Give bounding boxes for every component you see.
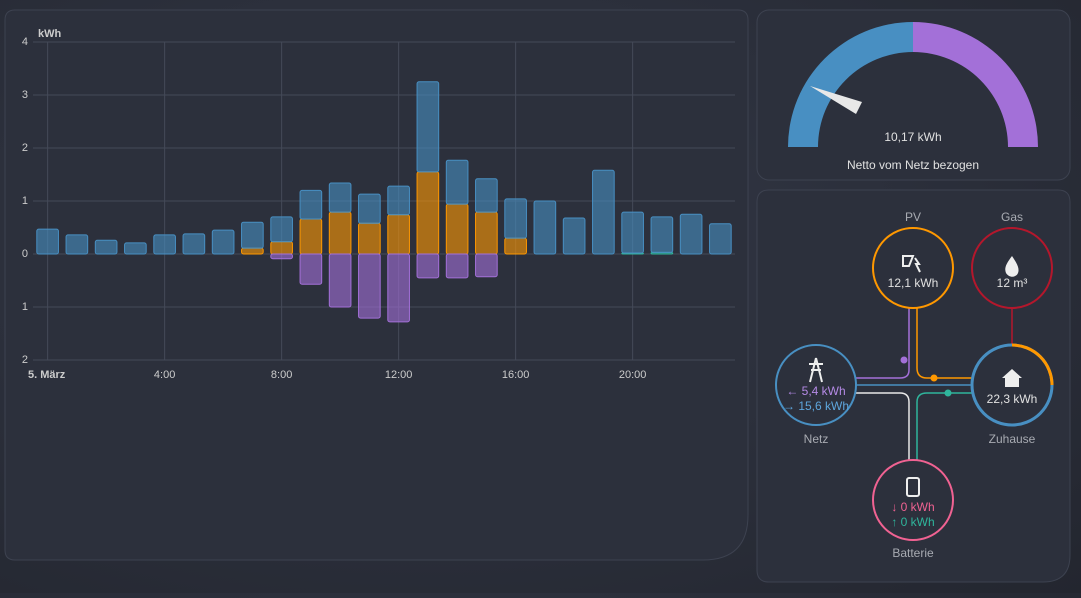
bar	[358, 193, 381, 224]
home-label: Zuhause	[989, 432, 1036, 446]
flow-dot	[900, 356, 908, 364]
bar	[94, 239, 118, 255]
bar	[445, 253, 469, 279]
bar	[621, 211, 644, 254]
bar	[299, 218, 323, 255]
x-tick-label: 4:00	[154, 369, 175, 381]
bar	[358, 253, 381, 319]
x-tick-label: 20:00	[619, 369, 647, 381]
bar	[270, 253, 293, 260]
bar	[387, 214, 410, 255]
bar	[65, 234, 89, 255]
y-axis-label: kWh	[38, 28, 62, 40]
y-tick-label: 0	[22, 248, 28, 260]
bar	[650, 216, 674, 253]
x-tick-label: 8:00	[271, 369, 292, 381]
grid-in: ← 5,4 kWh	[786, 384, 845, 398]
pv-value: 12,1 kWh	[888, 276, 939, 290]
bar	[270, 241, 293, 255]
bar	[328, 211, 352, 255]
x-tick-label: 5. März	[28, 369, 66, 381]
battery-label: Batterie	[892, 546, 934, 560]
y-tick-label: 1	[22, 301, 28, 313]
gas-label: Gas	[1001, 210, 1023, 224]
bar	[328, 182, 352, 213]
bar	[387, 185, 410, 216]
bar	[153, 234, 176, 255]
home-value: 22,3 kWh	[987, 392, 1038, 406]
bar	[241, 247, 264, 255]
gauge-arc	[913, 22, 1038, 147]
grid-out: → 15,6 kWh	[783, 399, 849, 413]
y-tick-label: 3	[22, 89, 28, 101]
gauge: 10,17 kWh Netto vom Netz bezogen	[788, 22, 1038, 172]
bar	[445, 203, 469, 255]
bar	[211, 229, 235, 255]
bar	[533, 200, 557, 255]
bar-chart: kWh 2 1 0 1 2 3 4 5. März 4:00 8:00 12:00 16:00 20:0…	[22, 28, 735, 381]
home-icon	[1002, 369, 1022, 387]
bar	[328, 253, 352, 308]
y-tick-label: 1	[22, 195, 28, 207]
bar	[358, 222, 381, 255]
x-tick-label: 16:00	[502, 369, 530, 381]
gas-icon	[1005, 256, 1019, 277]
battery-in: ↓ 0 kWh	[891, 500, 934, 514]
home-ring	[1011, 343, 1054, 386]
flow-line	[856, 308, 910, 379]
battery-out: ↑ 0 kWh	[891, 515, 934, 529]
y-tick-label: 4	[22, 36, 28, 48]
gauge-arc	[788, 22, 913, 147]
grid-node	[775, 344, 857, 426]
flow-dot	[944, 389, 952, 397]
bar	[475, 253, 498, 278]
bar	[562, 217, 586, 255]
battery-icon	[906, 477, 920, 497]
bar	[475, 211, 498, 255]
bar	[299, 189, 323, 220]
bar	[182, 233, 206, 255]
y-tick-label: 2	[22, 142, 28, 154]
bar	[504, 198, 527, 239]
bar	[124, 242, 147, 255]
bar	[592, 169, 615, 255]
bar	[679, 213, 703, 255]
gas-value: 12 m³	[997, 276, 1028, 290]
bar	[445, 159, 469, 205]
pv-node	[872, 227, 954, 309]
bar	[504, 237, 527, 255]
gauge-value: 10,17 kWh	[884, 130, 941, 144]
grid-icon	[809, 357, 823, 383]
bar	[270, 216, 293, 243]
grid-label: Netz	[804, 432, 829, 446]
bar	[709, 223, 732, 255]
flow-line	[916, 392, 972, 460]
gauge-label: Netto vom Netz bezogen	[847, 158, 979, 172]
bar	[416, 253, 440, 279]
bar	[475, 178, 498, 213]
bar	[416, 171, 440, 255]
bar	[299, 253, 323, 285]
gauge-needle	[810, 86, 862, 114]
flow-dot	[930, 374, 938, 382]
bar	[36, 228, 59, 255]
flow-lines	[856, 308, 1013, 460]
pv-icon	[902, 255, 921, 273]
bar	[416, 81, 440, 173]
pv-label: PV	[905, 210, 921, 224]
bar	[387, 253, 410, 323]
y-tick-label: 2	[22, 354, 28, 366]
battery-node	[872, 459, 954, 541]
flow-nodes: PV 12,1 kWh Gas 12 m³ ← 5,4 kWh → 15,6 k…	[775, 210, 1054, 560]
bar	[241, 221, 264, 249]
x-tick-label: 12:00	[385, 369, 413, 381]
flow-line	[856, 392, 910, 460]
flow-line	[916, 308, 972, 379]
